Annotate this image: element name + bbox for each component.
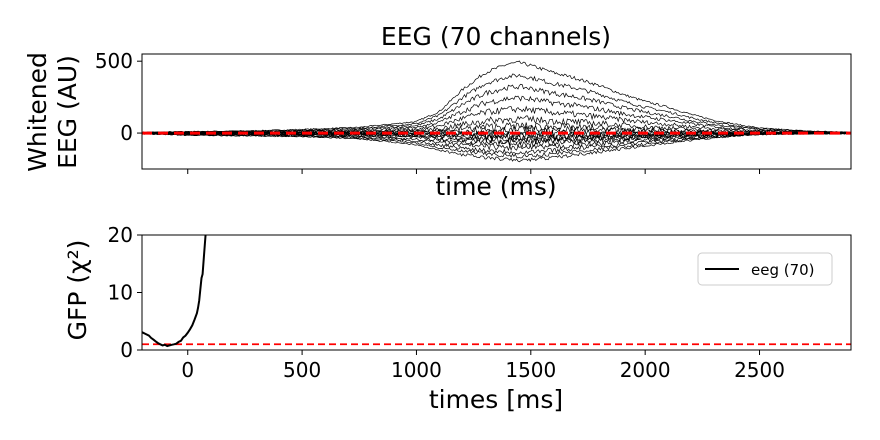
gfp-x-tick-label: 500 [283,358,321,382]
eeg-ylabel-line-2: EEG (AU) [53,55,82,169]
eeg-panel: EEG (70 channels) Whitened EEG (AU) 0 500… [23,22,852,201]
eeg-ylabel-line-1: Whitened [23,52,52,172]
gfp-ylabel: GFP (χ²) [63,240,92,341]
gfp-x-tick-label: 2500 [734,358,785,382]
gfp-legend: eeg (70) [697,252,833,286]
eeg-xlabel: time (ms) [435,172,556,201]
gfp-x-tick-label: 2000 [620,358,671,382]
eeg-channel-trace-2 [142,73,851,134]
legend-label: eeg (70) [751,261,815,279]
gfp-y-tick-label: 0 [120,338,133,362]
eeg-channel-trace-1 [142,60,851,134]
eeg-x-ticks [187,169,761,174]
gfp-series [142,235,207,348]
gfp-x-tick-label: 0 [181,358,194,382]
gfp-x-ticks: 0 500 1000 1500 2000 2500 [181,350,785,382]
eeg-y-tick-label: 0 [120,121,133,145]
gfp-panel: GFP (χ²) 0 500 1000 1500 2000 2500 0 10 20 time… [63,223,852,414]
gfp-axes-frame [141,234,852,351]
eeg-title: EEG (70 channels) [381,22,611,51]
gfp-x-tick-label: 1000 [391,358,442,382]
eeg-y-ticks: 0 500 [95,49,142,145]
gfp-y-tick-label: 20 [108,223,133,247]
legend-frame [697,252,833,286]
eeg-axes-frame [141,53,852,170]
gfp-xlabel: times [ms] [429,385,563,414]
eeg-channel-trace-18 [142,132,851,163]
eeg-traces [142,60,851,163]
eeg-channel-trace-16 [142,132,851,155]
gfp-series-line-1 [142,235,207,348]
gfp-y-tick-label: 10 [108,281,133,305]
eeg-y-tick-label: 500 [95,49,133,73]
gfp-y-ticks: 0 10 20 [108,223,142,362]
gfp-x-tick-label: 1500 [505,358,556,382]
eeg-ylabel: Whitened EEG (AU) [23,52,82,172]
